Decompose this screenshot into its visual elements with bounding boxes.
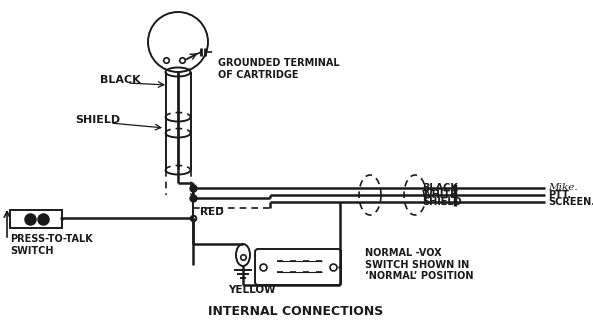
Text: BLACK: BLACK [422,183,458,193]
Text: RED: RED [200,207,224,217]
Text: WHITE: WHITE [422,190,458,200]
Text: NORMAL -VOX
SWITCH SHOWN IN
‘NORMAL’ POSITION: NORMAL -VOX SWITCH SHOWN IN ‘NORMAL’ POS… [365,248,473,281]
Text: SHIELD: SHIELD [422,197,461,207]
Text: Mike.: Mike. [548,183,578,192]
Text: GROUNDED TERMINAL
OF CARTRIDGE: GROUNDED TERMINAL OF CARTRIDGE [218,58,340,80]
Text: BLACK: BLACK [100,75,141,85]
Text: INTERNAL CONNECTIONS: INTERNAL CONNECTIONS [208,305,384,318]
Text: YELLOW: YELLOW [228,285,276,295]
Text: PRESS-TO-TALK
SWITCH: PRESS-TO-TALK SWITCH [10,234,93,256]
Bar [10,210,62,228]
Text: SHIELD: SHIELD [75,115,120,125]
Text: PTT.: PTT. [548,190,571,200]
Text: SCREEN.: SCREEN. [548,197,593,207]
